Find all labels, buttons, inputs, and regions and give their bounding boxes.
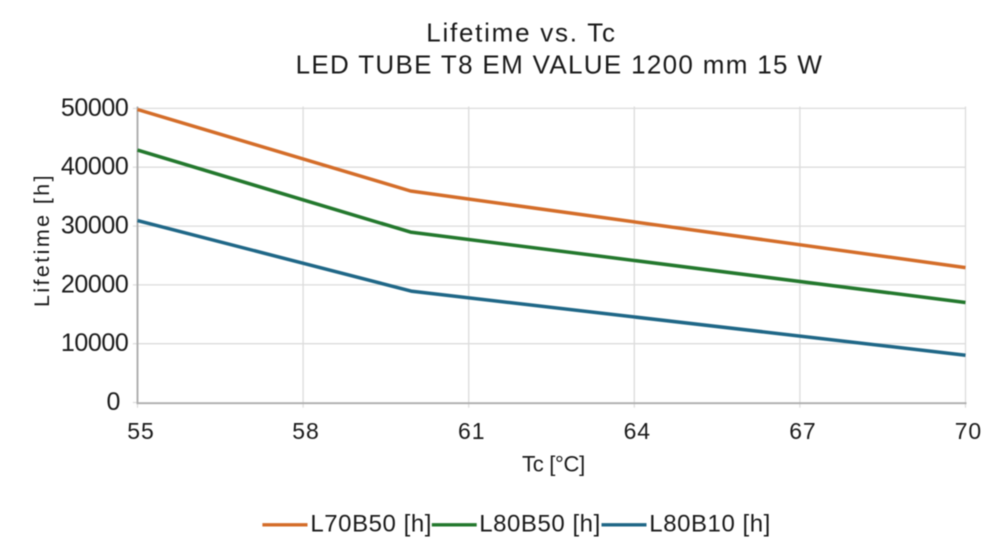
svg-text:20000: 20000	[61, 270, 129, 298]
svg-text:40000: 40000	[61, 153, 129, 181]
svg-text:Tc [°C]: Tc [°C]	[522, 452, 585, 477]
svg-text:64: 64	[624, 418, 651, 444]
svg-text:L80B10 [h]: L80B10 [h]	[649, 511, 771, 538]
svg-text:50000: 50000	[61, 94, 129, 122]
svg-text:Lifetime vs. Tc: Lifetime vs. Tc	[426, 17, 617, 47]
svg-text:30000: 30000	[61, 212, 129, 240]
svg-text:55: 55	[127, 418, 154, 444]
svg-text:10000: 10000	[61, 329, 129, 357]
svg-text:Lifetime [h]: Lifetime [h]	[30, 173, 54, 307]
svg-text:L80B50 [h]: L80B50 [h]	[479, 511, 601, 538]
svg-text:L70B50 [h]: L70B50 [h]	[310, 511, 432, 538]
svg-text:0: 0	[106, 388, 120, 416]
svg-text:67: 67	[789, 418, 816, 444]
svg-text:LED TUBE T8 EM VALUE 1200 mm 1: LED TUBE T8 EM VALUE 1200 mm 15 W	[296, 50, 824, 80]
svg-text:61: 61	[458, 418, 485, 444]
svg-text:58: 58	[292, 418, 319, 444]
svg-text:70: 70	[955, 418, 982, 444]
